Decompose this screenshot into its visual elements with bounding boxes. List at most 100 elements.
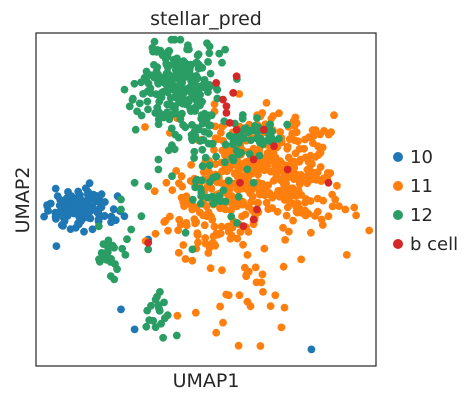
point-series-2 — [120, 85, 129, 94]
point-series-1 — [309, 168, 317, 177]
point-series-2 — [233, 219, 241, 227]
point-series-1 — [193, 231, 202, 240]
point-series-2 — [225, 176, 233, 185]
point-series-3 — [324, 178, 333, 187]
point-series-1 — [239, 184, 248, 193]
point-series-1 — [296, 155, 305, 164]
point-series-0 — [130, 325, 139, 334]
point-series-1 — [216, 302, 225, 311]
point-series-2 — [179, 57, 188, 66]
point-series-2 — [153, 103, 162, 112]
point-series-2 — [167, 35, 176, 44]
point-series-1 — [303, 172, 311, 181]
point-series-1 — [206, 264, 215, 273]
point-series-1 — [150, 187, 159, 196]
point-series-1 — [173, 311, 182, 320]
point-series-2 — [234, 150, 243, 159]
point-series-2 — [204, 58, 212, 66]
point-series-2 — [186, 87, 195, 96]
point-series-1 — [333, 181, 341, 190]
point-series-1 — [271, 291, 280, 300]
point-series-0 — [51, 184, 60, 193]
point-series-2 — [283, 120, 292, 129]
point-series-1 — [266, 302, 275, 310]
point-series-0 — [120, 212, 129, 221]
point-series-2 — [144, 245, 153, 254]
point-series-1 — [251, 263, 260, 272]
point-series-2 — [162, 85, 171, 94]
point-series-1 — [335, 202, 343, 211]
point-series-2 — [204, 88, 212, 96]
point-series-2 — [130, 178, 139, 187]
point-series-2 — [178, 97, 187, 106]
point-series-1 — [244, 202, 253, 211]
point-series-2 — [118, 244, 127, 253]
point-series-2 — [205, 49, 214, 58]
point-series-2 — [129, 94, 137, 103]
point-series-1 — [151, 229, 160, 238]
point-series-1 — [262, 153, 271, 162]
point-series-1 — [295, 145, 304, 153]
point-series-2 — [249, 178, 258, 187]
point-series-2 — [192, 177, 200, 186]
point-series-2 — [137, 212, 146, 221]
point-series-2 — [194, 50, 203, 59]
point-series-2 — [154, 165, 163, 174]
point-series-1 — [309, 139, 317, 148]
point-series-1 — [309, 175, 317, 183]
point-series-2 — [198, 63, 207, 72]
point-series-2 — [125, 102, 134, 111]
legend-marker-3 — [393, 239, 403, 249]
point-series-2 — [212, 152, 221, 161]
point-series-2 — [140, 73, 149, 82]
point-series-2 — [219, 186, 228, 195]
point-series-1 — [234, 341, 243, 350]
point-series-1 — [352, 211, 360, 220]
point-series-2 — [162, 59, 171, 68]
point-series-3 — [259, 125, 268, 134]
point-series-0 — [40, 212, 48, 221]
point-series-2 — [152, 90, 161, 98]
point-series-1 — [141, 123, 149, 131]
point-series-1 — [226, 234, 235, 243]
point-series-1 — [243, 251, 252, 259]
point-series-0 — [63, 206, 72, 215]
point-series-2 — [207, 111, 216, 120]
point-series-1 — [284, 153, 293, 162]
point-series-0 — [74, 219, 82, 228]
point-series-2 — [221, 45, 230, 54]
point-series-1 — [324, 212, 333, 221]
point-series-2 — [163, 52, 172, 61]
point-series-2 — [185, 45, 193, 54]
point-series-1 — [276, 128, 285, 136]
point-series-2 — [145, 316, 154, 324]
point-series-1 — [289, 216, 297, 225]
point-series-2 — [107, 255, 115, 263]
point-series-3 — [249, 215, 258, 224]
point-series-1 — [311, 126, 320, 134]
point-series-2 — [188, 195, 197, 204]
point-series-1 — [260, 191, 269, 200]
point-series-1 — [179, 241, 188, 249]
point-series-1 — [331, 195, 340, 204]
point-series-3 — [232, 125, 241, 134]
point-series-1 — [275, 109, 283, 118]
point-series-0 — [77, 210, 86, 219]
point-series-1 — [330, 111, 338, 120]
point-series-1 — [291, 191, 299, 200]
point-series-1 — [195, 208, 204, 217]
point-series-3 — [239, 222, 248, 231]
point-series-1 — [235, 90, 244, 98]
point-series-1 — [257, 181, 266, 190]
point-series-1 — [323, 169, 332, 177]
point-series-1 — [256, 342, 265, 350]
point-series-2 — [197, 192, 206, 201]
point-series-2 — [99, 240, 108, 249]
point-series-1 — [168, 186, 177, 195]
point-series-1 — [164, 226, 172, 235]
point-series-1 — [181, 255, 190, 263]
points-layer — [40, 35, 374, 354]
point-series-1 — [294, 137, 302, 146]
point-series-1 — [253, 199, 262, 208]
point-series-1 — [212, 229, 221, 238]
